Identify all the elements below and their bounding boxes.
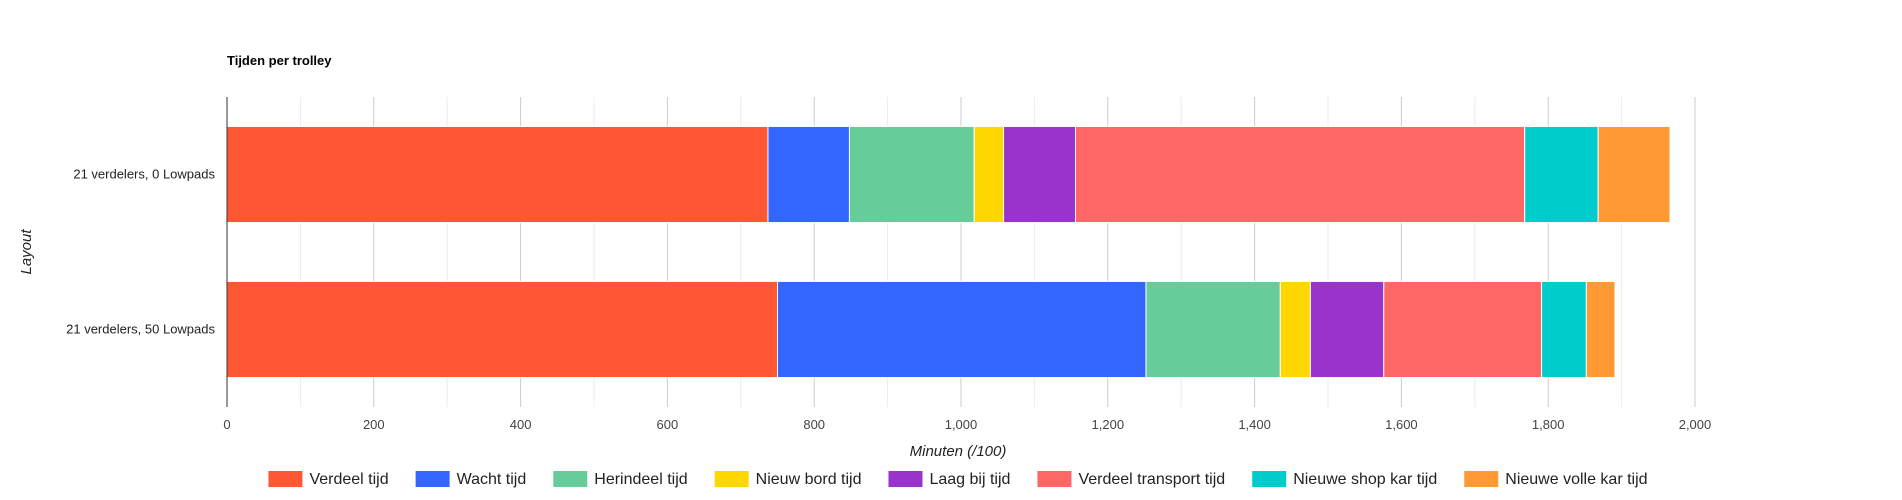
legend-label: Laag bij tijd [929,471,1010,488]
x-tick-label: 1,000 [945,417,978,432]
legend-swatch [1464,471,1499,487]
x-tick-label: 1,800 [1532,417,1565,432]
x-tick-label: 0 [223,417,230,432]
bar-segment-1-row-1 [226,125,769,224]
bar-segment-3-row-2 [1145,280,1281,379]
bar-segment-7-row-1 [1524,125,1599,224]
legend-swatch [415,471,450,487]
chart-title: Tijden per trolley [227,53,332,68]
bar-segment-2-row-2 [777,280,1147,379]
legend-item: Nieuw bord tijd [714,471,862,488]
legend-label: Verdeel transport tijd [1078,471,1225,488]
bar-segment-3-row-1 [848,125,975,224]
legend-item: Wacht tijd [415,471,527,488]
bar-segment-1-row-2 [226,280,778,379]
bar-segment-6-row-2 [1383,280,1543,379]
x-tick-label: 400 [510,417,532,432]
bar-segment-6-row-1 [1075,125,1526,224]
x-tick-label: 600 [657,417,679,432]
legend-label: Herindeel tijd [594,471,687,488]
x-tick-label: 2,000 [1679,417,1712,432]
legend-label: Nieuw bord tijd [756,471,862,488]
bar-segment-7-row-2 [1541,280,1587,379]
x-tick-label: 1,200 [1092,417,1125,432]
legend-label: Nieuwe volle kar tijd [1505,471,1647,488]
y-axis-title: Layout [18,229,35,275]
legend-item: Laag bij tijd [888,471,1010,488]
legend-swatch [553,471,588,487]
bar-segment-4-row-1 [973,125,1005,224]
bar-segment-2-row-1 [767,125,850,224]
legend: Verdeel tijd Wacht tijd Herindeel tijd Nieu… [268,471,1648,488]
legend-swatch [714,471,749,487]
category-labels: 21 verdelers, 0 Lowpads 21 verdelers, 50 … [66,167,215,337]
bar-segment-8-row-1 [1597,125,1671,224]
x-tick-label: 200 [363,417,385,432]
bar-segment-8-row-2 [1585,280,1616,379]
x-axis-title: Minuten (/100) [910,443,1007,460]
legend-swatch [268,471,303,487]
legend-item: Nieuwe shop kar tijd [1252,471,1437,488]
legend-item: Verdeel tijd [268,471,389,488]
legend-item: Herindeel tijd [553,471,688,488]
x-tick-label: 1,600 [1385,417,1418,432]
bar-segment-5-row-1 [1003,125,1077,224]
legend-label: Verdeel tijd [309,471,388,488]
bars [226,125,1671,379]
bar-segment-5-row-2 [1309,280,1385,379]
legend-item: Verdeel transport tijd [1037,471,1225,488]
legend-label: Nieuwe shop kar tijd [1293,471,1437,488]
category-label: 21 verdelers, 50 Lowpads [66,322,215,337]
legend-swatch [1252,471,1287,487]
bar-segment-4-row-2 [1279,280,1311,379]
legend-item: Nieuwe volle kar tijd [1464,471,1648,488]
legend-swatch [888,471,923,487]
legend-swatch [1037,471,1072,487]
category-label: 21 verdelers, 0 Lowpads [73,167,215,182]
x-tick-labels: 0 200 400 600 800 1,000 1,200 1,400 1,600 1,800 2,… [223,417,1711,432]
legend-label: Wacht tijd [457,471,527,488]
x-tick-label: 1,400 [1238,417,1271,432]
x-tick-label: 800 [803,417,825,432]
